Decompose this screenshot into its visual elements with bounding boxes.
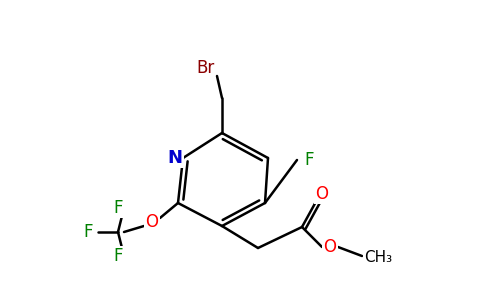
- Text: Br: Br: [196, 59, 214, 77]
- Text: F: F: [113, 247, 123, 265]
- Text: O: O: [323, 238, 336, 256]
- Text: O: O: [146, 213, 158, 231]
- Text: F: F: [304, 151, 314, 169]
- Text: CH₃: CH₃: [364, 250, 392, 266]
- Text: F: F: [113, 199, 123, 217]
- Text: O: O: [316, 185, 329, 203]
- Text: N: N: [167, 149, 182, 167]
- Text: F: F: [83, 223, 93, 241]
